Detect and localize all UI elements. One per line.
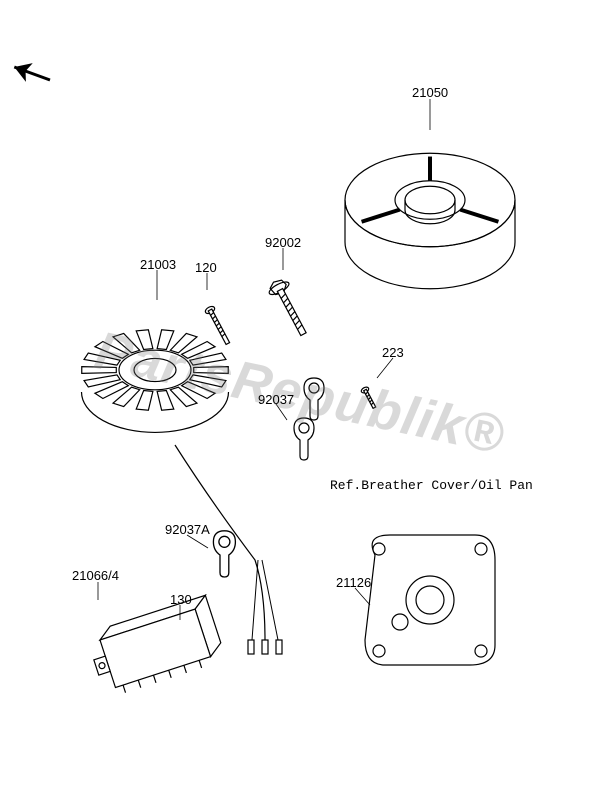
part-label-92002: 92002 bbox=[265, 235, 301, 250]
diagram-canvas bbox=[0, 0, 600, 785]
part-label-223: 223 bbox=[382, 345, 404, 360]
part-label-92037A: 92037A bbox=[165, 522, 210, 537]
part-label-21126: 21126 bbox=[336, 575, 371, 590]
part-label-92037: 92037 bbox=[258, 392, 294, 407]
part-label-21066: 21066/4 bbox=[72, 568, 119, 583]
ref-label: Ref.Breather Cover/Oil Pan bbox=[330, 478, 533, 493]
part-label-21003: 21003 bbox=[140, 257, 176, 272]
part-label-130: 130 bbox=[170, 592, 192, 607]
part-label-21050: 21050 bbox=[412, 85, 448, 100]
part-label-120: 120 bbox=[195, 260, 217, 275]
